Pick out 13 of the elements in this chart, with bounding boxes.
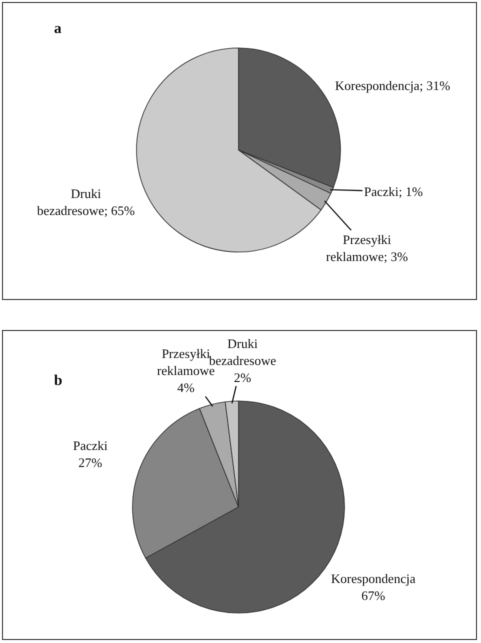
- data-label: 4%: [177, 380, 195, 395]
- slice-label: Druki bezadresowe; 65%: [37, 186, 135, 218]
- slice-label: Korespondencja: [331, 571, 416, 586]
- slice-label: Paczki: [73, 438, 108, 453]
- data-label: 67%: [361, 588, 386, 603]
- chart-title: a: [54, 21, 62, 37]
- text: b: [54, 373, 62, 389]
- slice-label: Przesyłki reklamowe; 3%: [326, 232, 408, 264]
- slice-label: Druki bezadresowe: [209, 336, 276, 368]
- data-label: 27%: [78, 454, 102, 470]
- slice-label: Korespondencja; 31%: [335, 78, 450, 93]
- data-label: 2%: [234, 370, 252, 385]
- slice-label: Paczki; 1%: [364, 184, 424, 199]
